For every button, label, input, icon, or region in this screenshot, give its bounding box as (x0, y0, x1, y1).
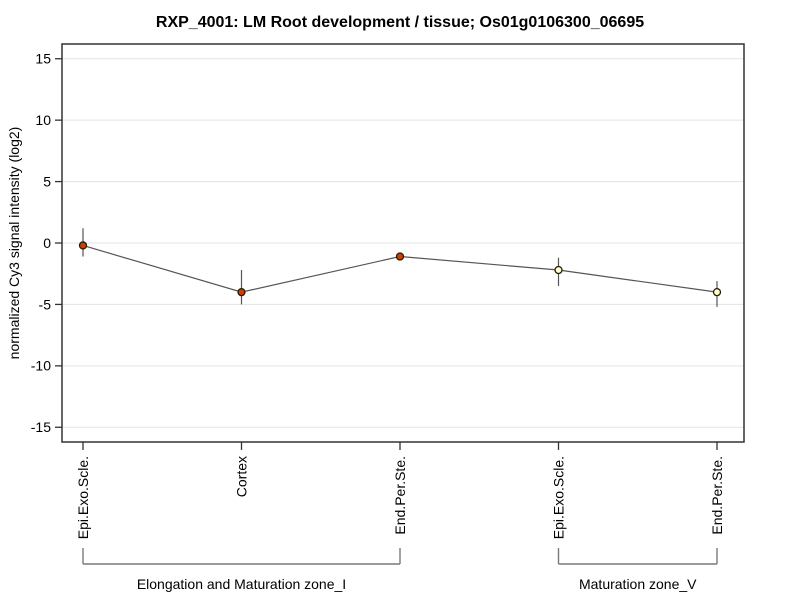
plot-content: 15 10 5 0 -5 -10 -15 Epi.Exo.Scle. Cortex End.Per… (31, 43, 745, 592)
data-point-filled (78, 241, 88, 250)
y-axis-label: normalized Cy3 signal intensity (log2) (6, 127, 22, 360)
data-point-filled (395, 252, 405, 261)
x-axis-category-label: Cortex (233, 456, 249, 497)
group-label: Maturation zone_V (579, 576, 697, 592)
y-axis-tick-label: -15 (31, 419, 51, 435)
x-axis-category-label: Epi.Exo.Scle. (75, 456, 91, 539)
y-axis-tick-label: -10 (31, 358, 51, 374)
x-axis-category-label: Epi.Exo.Scle. (550, 456, 566, 539)
data-point-filled (237, 287, 246, 297)
y-axis-tick-label: 10 (35, 112, 51, 128)
y-axis-tick-label: 0 (43, 235, 51, 251)
chart-title: RXP_4001: LM Root development / tissue; … (156, 14, 644, 31)
y-axis-tick-label: -5 (39, 296, 52, 312)
x-axis-category-label: End.Per.Ste. (709, 456, 725, 535)
group-label: Elongation and Maturation zone_I (137, 576, 346, 592)
data-point-open (554, 265, 563, 275)
y-axis-tick-label: 5 (43, 173, 51, 189)
x-axis-category-label: End.Per.Ste. (392, 456, 408, 535)
data-point-open (712, 287, 722, 297)
y-axis-tick-label: 15 (35, 51, 51, 67)
